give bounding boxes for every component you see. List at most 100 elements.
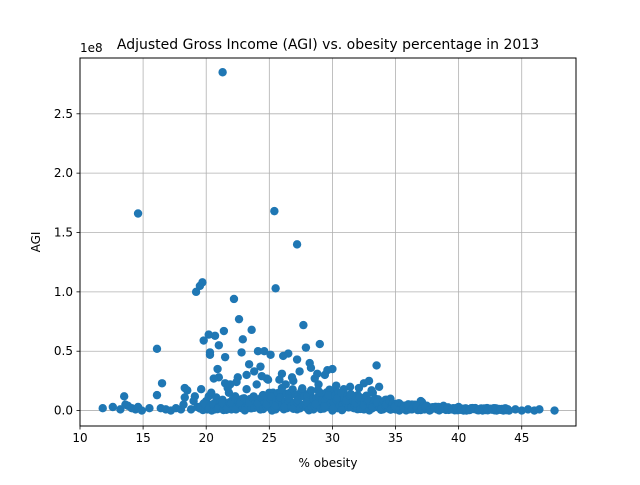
data-point [332,381,341,390]
data-point [209,374,218,383]
data-point [292,355,302,364]
data-point [249,367,259,376]
data-point [205,348,215,357]
x-tick-label: 40 [451,431,466,445]
data-point [372,361,381,370]
chart-title: Adjusted Gross Income (AGI) vs. obesity … [117,37,539,53]
data-point [238,335,248,344]
data-point [199,336,208,345]
data-point [364,376,374,386]
x-tick-label: 20 [199,431,214,445]
data-point [320,370,330,380]
data-point [550,406,559,415]
data-point [204,330,213,339]
data-point [260,347,269,356]
data-point [501,404,510,413]
data-point [511,405,520,414]
x-tick-label: 10 [72,431,87,445]
data-point [191,287,201,297]
data-point [313,369,322,378]
data-point [374,382,384,392]
data-point [213,364,222,374]
data-point [98,403,107,413]
x-tick-label: 45 [514,431,529,445]
data-point [186,405,196,414]
data-point [257,371,266,381]
data-point [328,364,337,374]
data-point [315,388,325,397]
data-point [284,349,293,358]
axis-ticks: 10 15 20 25 30 35 40 45 0.0 0.5 1.0 1.5 2.0 2.5 [54,107,529,445]
y-axis-label: AGI [29,232,43,253]
y-tick-label: 2.0 [54,166,73,180]
data-point [219,326,229,336]
data-point [354,383,364,393]
data-point [210,331,220,340]
data-point [280,402,289,412]
data-point [108,402,118,412]
data-point [298,384,307,393]
data-point [157,379,167,388]
data-point [152,390,162,400]
x-tick-label: 15 [135,431,150,445]
data-point [523,405,533,414]
x-tick-label: 30 [325,431,340,445]
data-point [137,406,147,415]
data-point [252,380,261,389]
data-point [289,404,298,414]
data-point [337,405,347,415]
data-point [121,400,130,409]
data-point [271,284,280,293]
data-point [237,348,246,357]
y-tick-label: 0.0 [54,404,73,418]
data-point [242,385,251,394]
data-point [152,344,162,354]
data-point [229,294,239,304]
data-point [270,206,279,216]
data-point [220,352,230,362]
x-tick-label: 25 [262,431,277,445]
x-axis-label: % obesity [299,456,358,470]
data-point [256,362,265,371]
data-point [218,68,227,77]
data-point [244,360,254,369]
y-tick-label: 2.5 [54,107,73,121]
data-point [328,404,338,413]
data-point [301,343,311,352]
x-tick-label: 35 [388,431,403,445]
y-axis-offset-label: 1e8 [80,41,103,55]
data-point [292,240,302,249]
data-point [223,383,232,393]
y-tick-label: 0.5 [54,344,73,358]
data-point [320,402,329,411]
data-point [535,405,544,414]
data-point [263,375,273,384]
data-point [247,325,256,335]
plot-frame [79,57,577,427]
data-point [306,386,316,395]
data-point [179,400,188,409]
data-point [242,370,251,380]
data-point [180,393,189,402]
data-point [145,403,154,413]
data-point [266,350,275,359]
data-points [98,68,559,415]
data-point [189,396,198,406]
data-point [302,397,311,407]
data-point [295,367,304,376]
data-point [275,375,284,384]
data-point [315,339,324,349]
data-point [345,382,355,392]
data-point [214,341,224,350]
data-point [367,386,376,395]
data-point [234,314,244,324]
data-point [281,380,290,389]
data-point [133,209,143,218]
data-point [119,392,129,401]
y-tick-label: 1.5 [54,226,73,240]
data-point [253,347,263,356]
data-point [287,373,297,382]
y-tick-label: 1.0 [54,285,73,299]
